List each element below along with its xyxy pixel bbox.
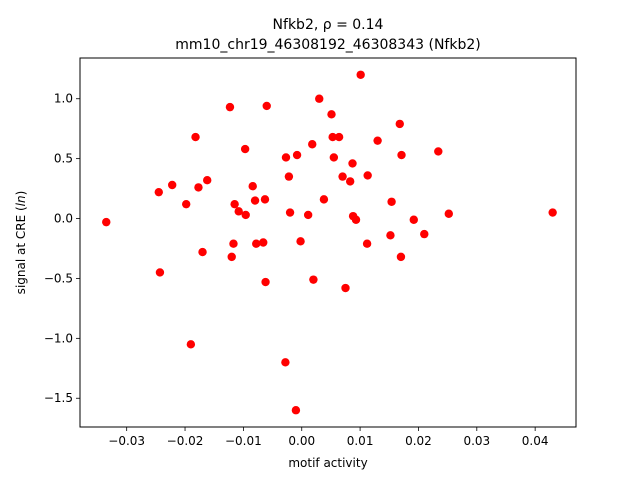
data-point-13 [230,199,239,209]
data-point-39 [334,132,344,142]
y-axis-label-text: signal at CRE ( [14,206,28,294]
y-axis-ticks: −1.5 −1.0 −0.5 0.0 0.5 1.0 [44,92,80,405]
data-point-58 [444,209,453,218]
data-point-36 [327,110,336,119]
data-point-41 [341,283,350,293]
y-axis-label-unit: ln [14,195,28,206]
data-point-30 [296,237,305,246]
data-point-42 [345,177,355,186]
x-tick-label: −0.01 [225,434,262,448]
data-point-3 [168,180,177,190]
x-tick-label: 0.02 [405,434,432,448]
x-axis-label: motif activity [288,456,367,470]
data-point-19 [252,239,261,248]
data-point-53 [396,252,406,262]
data-point-7 [194,183,203,192]
data-point-17 [248,181,257,191]
data-point-38 [329,153,339,162]
data-point-31 [303,210,313,220]
data-point-51 [387,197,396,206]
data-point-10 [225,102,235,112]
data-point-25 [281,153,291,162]
data-point-16 [241,210,250,220]
data-point-45 [351,215,361,224]
data-point-35 [319,195,329,204]
x-tick-label: 0.03 [463,434,490,448]
data-point-47 [362,239,372,248]
data-point-27 [285,208,295,217]
data-point-29 [292,150,302,160]
x-tick-label: −0.03 [108,434,145,448]
data-point-23 [262,101,271,111]
data-point-28 [291,406,301,415]
x-tick-label: −0.02 [167,434,204,448]
data-point-49 [373,136,382,145]
data-point-57 [434,147,443,156]
data-point-54 [397,150,406,160]
data-point-26 [284,172,294,181]
data-point-9 [203,176,212,185]
x-tick-label: 0.04 [522,434,549,448]
data-point-5 [186,340,196,349]
y-tick-label: 0.0 [54,212,73,226]
data-point-2 [155,268,165,277]
data-points [102,70,557,415]
data-point-55 [409,215,418,224]
data-point-18 [250,196,260,205]
data-point-12 [229,239,238,248]
data-point-0 [102,217,111,227]
y-axis-label: signal at CRE (ln) [14,191,28,295]
data-point-59 [548,208,557,217]
data-point-15 [240,144,250,154]
y-tick-label: −1.0 [44,331,73,345]
data-point-24 [281,358,290,367]
y-tick-label: 1.0 [54,92,73,106]
y-tick-label: 0.5 [54,152,73,166]
data-point-14 [234,207,243,216]
y-tick-label: −1.5 [44,391,73,405]
data-point-11 [227,252,236,262]
x-axis-ticks: −0.03 −0.02 −0.01 0.00 0.01 0.02 0.03 0.04 [108,427,549,448]
data-point-20 [259,238,268,247]
data-point-34 [315,94,324,103]
data-point-50 [386,231,395,240]
y-axis-label-close: ) [14,191,28,196]
chart-title: Nfkb2, ρ = 0.14 [273,17,384,33]
y-tick-label: −0.5 [44,271,73,285]
data-point-46 [356,70,365,79]
data-point-37 [328,132,337,142]
chart-subtitle: mm10_chr19_46308192_46308343 (Nfkb2) [175,37,480,53]
data-point-32 [308,140,317,149]
data-point-1 [154,187,163,197]
x-tick-label: 0.00 [288,434,315,448]
data-point-52 [395,119,404,129]
x-tick-label: 0.01 [347,434,374,448]
data-point-40 [338,172,347,181]
data-point-8 [198,247,207,257]
data-point-6 [191,132,200,142]
data-point-22 [261,277,270,287]
data-point-56 [420,229,429,239]
data-point-33 [309,275,318,284]
data-point-48 [363,171,372,180]
data-point-4 [182,199,191,209]
plot-frame [79,57,577,428]
data-point-21 [260,195,270,204]
data-point-43 [348,159,357,168]
